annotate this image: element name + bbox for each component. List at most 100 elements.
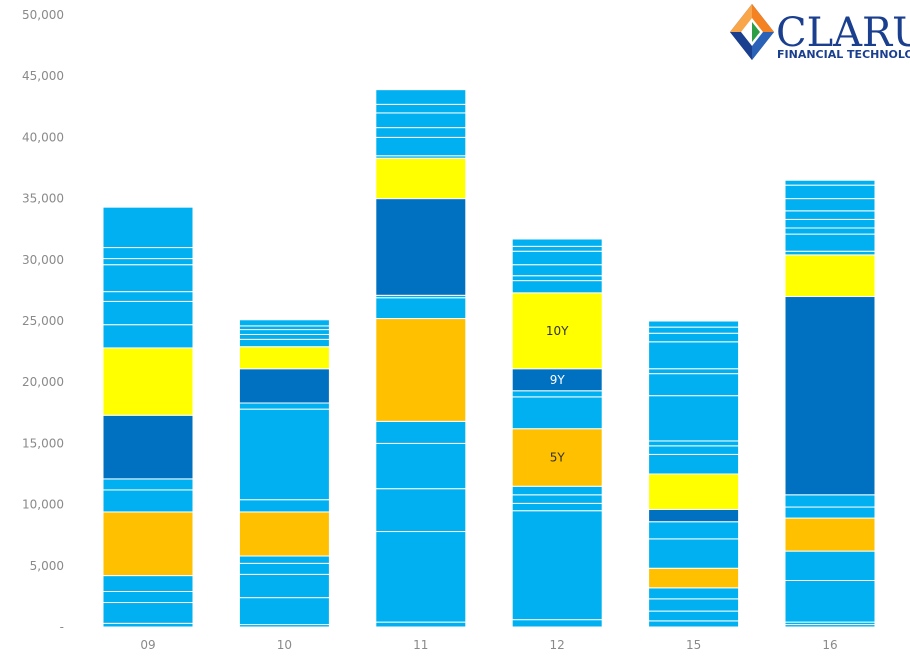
bar-segment-other <box>102 206 194 249</box>
bar-segment-other <box>648 521 740 540</box>
bar-segment-other <box>648 440 740 447</box>
bar-segment-other <box>375 621 467 628</box>
bar-segment-other <box>648 341 740 370</box>
bar-segment-9y <box>648 508 740 523</box>
bar-segment-10y <box>102 347 194 416</box>
bar-segment-other <box>511 510 603 621</box>
bar-segment-other <box>511 275 603 282</box>
bar-segment-other <box>238 319 330 327</box>
bar-segment-other <box>238 338 330 348</box>
bar-segment-5y <box>238 511 330 557</box>
bar-segment-other <box>648 445 740 455</box>
bar-segment-5y <box>784 517 876 552</box>
bar-segment-other <box>648 395 740 442</box>
bar-segment-other <box>784 179 876 186</box>
bar-segment-9y <box>238 368 330 404</box>
bar-segment-other <box>784 506 876 519</box>
logo-tagline: FINANCIAL TECHNOLOGY <box>777 48 910 61</box>
clarus-logo: CLARUS FINANCIAL TECHNOLOGY <box>730 4 910 61</box>
bar-segment-other <box>648 538 740 569</box>
x-tick-label: 12 <box>550 638 565 652</box>
y-tick-label: 50,000 <box>22 8 64 22</box>
segment-label-9y: 9Y <box>550 373 566 387</box>
bar-stack-15 <box>648 320 740 628</box>
bar-segment-other <box>102 258 194 266</box>
bar-stack-09 <box>102 206 194 628</box>
bar-segment-other <box>238 408 330 501</box>
bar-segment-other <box>511 264 603 277</box>
bar-segment-other <box>648 326 740 334</box>
clarus-diamond-icon <box>730 4 774 60</box>
bar-segment-other <box>648 453 740 475</box>
bar-segment-other <box>648 368 740 375</box>
y-axis: - 5,000 10,000 15,000 20,000 25,000 30,000 35,0… <box>22 8 64 634</box>
bar-segment-9y <box>375 198 467 296</box>
bar-segment-10y <box>375 157 467 200</box>
y-tick-label: 45,000 <box>22 69 64 83</box>
bar-segment-other <box>784 494 876 508</box>
bar-segment-other <box>511 238 603 247</box>
bar-segment-other <box>375 103 467 114</box>
bar-segment-other <box>375 420 467 444</box>
y-tick-label: 40,000 <box>22 130 64 144</box>
bar-segment-other <box>784 550 876 581</box>
bar-segment-other <box>784 218 876 229</box>
bar-segment-other <box>238 597 330 626</box>
bar-segment-other <box>102 478 194 491</box>
bar-segment-other <box>238 499 330 513</box>
bar-stack-16 <box>784 179 876 628</box>
bar-segment-10y <box>511 292 603 370</box>
logo-wordmark: CLARUS <box>776 10 910 56</box>
y-tick-label: 5,000 <box>30 559 64 573</box>
bar-segment-other <box>784 250 876 256</box>
bar-stack-12: 10Y 9Y 5Y <box>511 238 603 628</box>
x-tick-label: 16 <box>822 638 837 652</box>
bar-segment-other <box>648 332 740 343</box>
bar-segment-other <box>238 555 330 564</box>
y-tick-label: 15,000 <box>22 436 64 450</box>
bar-segment-other <box>511 502 603 512</box>
bar-segment-other <box>375 531 467 623</box>
bar-segment-other <box>511 619 603 628</box>
bar-segment-other <box>102 575 194 593</box>
y-tick-label: 25,000 <box>22 314 64 328</box>
bar-segment-other <box>375 127 467 138</box>
bar-segment-other <box>511 396 603 430</box>
bar-segment-other <box>511 280 603 294</box>
bar-segment-other <box>102 300 194 326</box>
bar-segment-other <box>102 602 194 624</box>
bar-segment-other <box>238 402 330 410</box>
bar-segment-10y <box>648 473 740 510</box>
bar-segment-other <box>375 488 467 533</box>
bar-segment-other <box>102 324 194 349</box>
bar-segment-5y <box>511 428 603 487</box>
bar-segment-other <box>375 112 467 129</box>
y-tick-label: 10,000 <box>22 498 64 512</box>
bar-segment-other <box>102 247 194 260</box>
bar-segment-other <box>102 489 194 513</box>
bar-segment-other <box>784 210 876 220</box>
bar-segment-10y <box>784 254 876 298</box>
bar-segment-other <box>511 250 603 266</box>
bar-segment-other <box>102 291 194 302</box>
bar-stack-11 <box>375 89 467 628</box>
bar-segment-other <box>784 198 876 212</box>
bar-segment-other <box>784 579 876 623</box>
bar-segment-other <box>511 485 603 496</box>
bar-segment-other <box>238 333 330 340</box>
bar-segment-other <box>784 233 876 252</box>
bar-segment-other <box>375 136 467 157</box>
x-axis: 09 10 11 12 15 16 <box>140 638 837 652</box>
x-tick-label: 10 <box>277 638 292 652</box>
bar-segment-other <box>648 598 740 612</box>
bar-segment-other <box>511 390 603 398</box>
bar-segment-10y <box>238 346 330 370</box>
bar-segment-other <box>511 494 603 504</box>
bar-segment-5y <box>102 511 194 577</box>
bar-segment-other <box>784 184 876 200</box>
bar-segment-other <box>375 297 467 320</box>
bar-segment-5y <box>648 567 740 589</box>
bar-segment-other <box>102 591 194 604</box>
segment-label-10y: 10Y <box>546 324 569 338</box>
